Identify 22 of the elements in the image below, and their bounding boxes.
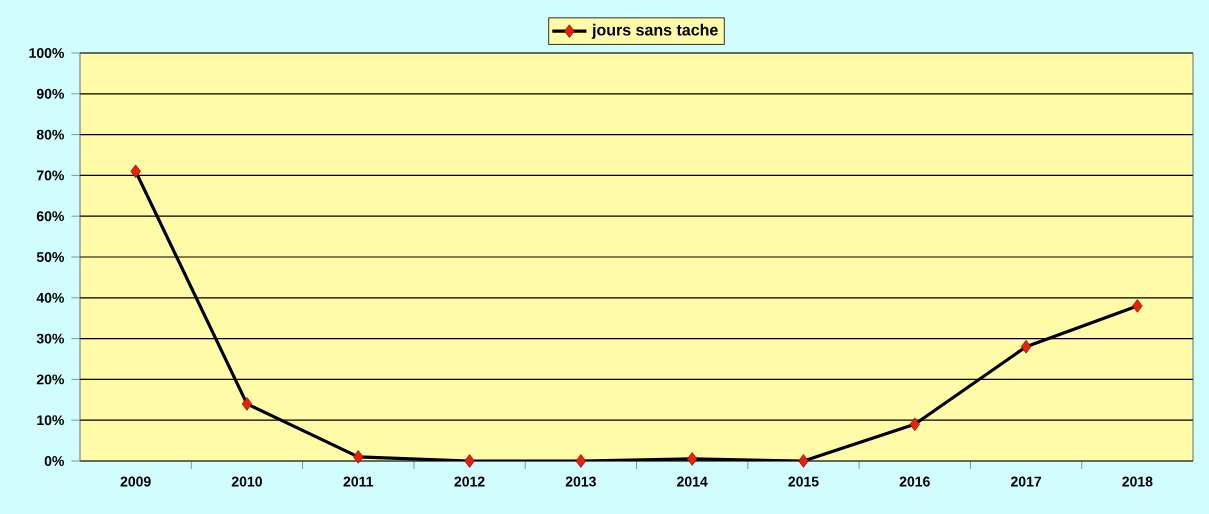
y-tick-label: 30% <box>36 333 65 344</box>
y-tick-label: 100% <box>29 48 65 58</box>
y-tick-label: 60% <box>36 211 65 222</box>
x-tick-label: 2014 <box>677 476 708 487</box>
x-tick-label: 2017 <box>1010 476 1041 487</box>
x-tick-label: 2016 <box>899 476 930 487</box>
y-tick-label: 90% <box>36 88 65 99</box>
y-tick-label: 0% <box>44 456 65 466</box>
legend-label: jours sans tache <box>591 23 718 39</box>
y-tick-label: 70% <box>36 170 65 181</box>
x-tick-label: 2015 <box>788 476 819 487</box>
y-tick-label: 40% <box>36 292 65 303</box>
x-tick-label: 2012 <box>454 476 485 487</box>
x-tick-label: 2013 <box>565 476 596 487</box>
x-tick-label: 2011 <box>343 476 374 487</box>
x-tick-label: 2018 <box>1122 476 1153 487</box>
y-tick-label: 10% <box>37 415 65 426</box>
y-tick-label: 50% <box>36 252 65 262</box>
x-tick-label: 2010 <box>231 476 262 487</box>
x-tick-label: 2009 <box>120 476 151 487</box>
y-tick-label: 80% <box>36 129 65 140</box>
y-tick-label: 20% <box>36 374 65 385</box>
